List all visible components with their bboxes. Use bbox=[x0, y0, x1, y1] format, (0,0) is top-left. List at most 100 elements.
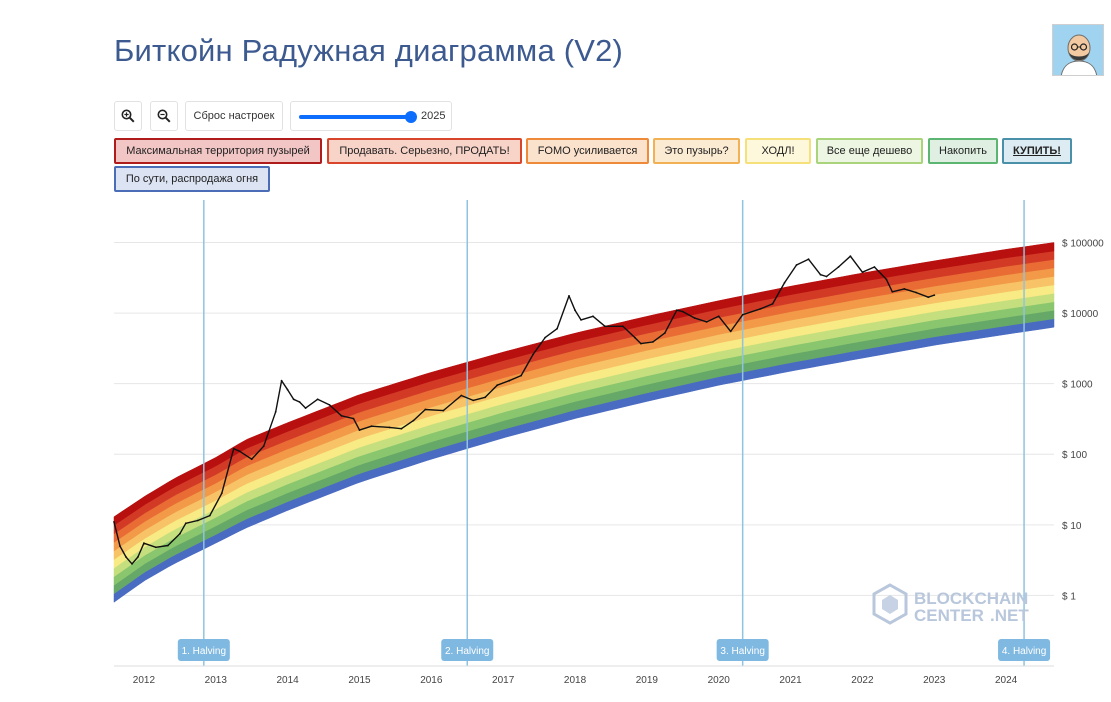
slider-thumb[interactable] bbox=[405, 111, 417, 123]
price-point bbox=[238, 450, 241, 453]
watermark-line3: .NET bbox=[990, 606, 1029, 625]
legend-fomo[interactable]: FOMO усиливается bbox=[526, 138, 649, 164]
price-point bbox=[681, 310, 684, 313]
price-point bbox=[520, 374, 522, 377]
price-point bbox=[592, 315, 594, 318]
x-tick-label: 2023 bbox=[923, 675, 946, 686]
price-point bbox=[400, 427, 403, 430]
y-tick-label: $ 1000 bbox=[1062, 380, 1093, 391]
price-point bbox=[304, 407, 307, 409]
price-point bbox=[460, 394, 463, 397]
price-point bbox=[819, 273, 822, 276]
price-point bbox=[927, 296, 930, 299]
x-tick-label: 2024 bbox=[995, 675, 1018, 686]
price-point bbox=[915, 291, 918, 294]
price-point bbox=[298, 401, 301, 403]
slider-track[interactable] bbox=[299, 115, 411, 119]
legend-is-bubble[interactable]: Это пузырь? bbox=[653, 138, 740, 164]
rainbow-band-9 bbox=[113, 242, 1055, 526]
price-point bbox=[131, 563, 133, 565]
price-point bbox=[143, 542, 145, 545]
price-point bbox=[795, 264, 798, 266]
price-point bbox=[675, 309, 678, 312]
zoom-out-icon bbox=[157, 109, 171, 123]
price-point bbox=[412, 419, 415, 422]
price-point bbox=[622, 325, 624, 328]
price-point bbox=[885, 278, 888, 281]
y-tick-label: $ 1 bbox=[1062, 591, 1076, 602]
price-point bbox=[652, 341, 654, 343]
page-title: Биткойн Радужная диаграмма (V2) bbox=[114, 33, 624, 68]
price-point bbox=[250, 458, 253, 461]
price-point bbox=[352, 417, 355, 420]
price-point bbox=[424, 408, 427, 411]
price-point bbox=[113, 521, 115, 523]
price-point bbox=[137, 556, 139, 558]
halving-label-box bbox=[441, 639, 494, 661]
blockchain-center-logo-icon bbox=[872, 583, 908, 625]
price-point bbox=[568, 295, 570, 297]
y-tick-label: $ 10 bbox=[1062, 521, 1082, 532]
zoom-in-icon bbox=[121, 109, 135, 123]
price-point bbox=[741, 313, 744, 316]
price-point bbox=[472, 399, 475, 402]
price-point bbox=[933, 294, 936, 296]
price-point bbox=[208, 514, 211, 517]
legend-hodl[interactable]: ХОДЛ! bbox=[745, 138, 811, 164]
halving-label: 3. Halving bbox=[720, 646, 764, 657]
avatar-image bbox=[1053, 25, 1103, 75]
price-point bbox=[220, 492, 223, 495]
price-point bbox=[873, 266, 876, 268]
price-point bbox=[125, 556, 127, 558]
legend-fire-sale[interactable]: По сути, распродажа огня bbox=[114, 166, 270, 192]
reset-button[interactable]: Сброс настроек bbox=[185, 101, 283, 131]
price-point bbox=[903, 288, 906, 290]
price-point bbox=[693, 317, 696, 319]
price-point bbox=[232, 447, 235, 450]
year-slider[interactable]: 2025 bbox=[290, 101, 452, 131]
price-point bbox=[184, 522, 187, 525]
price-point bbox=[496, 384, 499, 387]
price-point bbox=[574, 309, 576, 312]
halving-label: 4. Halving bbox=[1002, 646, 1046, 657]
x-tick-label: 2014 bbox=[277, 675, 300, 686]
legend-buy[interactable]: КУПИТЬ! bbox=[1002, 138, 1072, 164]
watermark-line2: CENTER bbox=[914, 606, 984, 625]
halving-label-box bbox=[177, 639, 230, 661]
legend-accumulate[interactable]: Накопить bbox=[928, 138, 998, 164]
price-point bbox=[580, 319, 582, 321]
legend-still-cheap[interactable]: Все еще дешево bbox=[816, 138, 923, 164]
x-tick-label: 2020 bbox=[708, 675, 731, 686]
price-point bbox=[825, 275, 828, 278]
x-tick-label: 2015 bbox=[348, 675, 371, 686]
legend-sell[interactable]: Продавать. Серьезно, ПРОДАТЬ! bbox=[327, 138, 522, 164]
price-point bbox=[544, 336, 546, 339]
price-point bbox=[837, 266, 840, 268]
price-point bbox=[508, 379, 511, 382]
price-point bbox=[759, 307, 762, 310]
price-point bbox=[280, 379, 283, 382]
price-point bbox=[328, 404, 331, 406]
slider-value: 2025 bbox=[421, 110, 446, 122]
price-point bbox=[484, 396, 487, 399]
price-point bbox=[717, 315, 720, 318]
price-point bbox=[705, 321, 708, 323]
price-point bbox=[640, 342, 642, 345]
y-tick-label: $ 100 bbox=[1062, 450, 1087, 461]
price-point bbox=[292, 398, 295, 401]
legend-max-bubble[interactable]: Максимальная территория пузырей bbox=[114, 138, 322, 164]
x-tick-label: 2018 bbox=[564, 675, 587, 686]
y-tick-label: $ 100000 bbox=[1062, 238, 1104, 249]
price-point bbox=[340, 414, 343, 417]
price-point bbox=[388, 426, 391, 429]
x-tick-label: 2021 bbox=[779, 675, 802, 686]
price-point bbox=[442, 409, 445, 412]
zoom-in-button[interactable] bbox=[114, 101, 142, 131]
price-point bbox=[634, 336, 636, 339]
price-point bbox=[861, 271, 864, 274]
x-tick-label: 2013 bbox=[205, 675, 228, 686]
zoom-out-button[interactable] bbox=[150, 101, 178, 131]
avatar[interactable] bbox=[1052, 24, 1104, 76]
price-point bbox=[807, 258, 810, 261]
